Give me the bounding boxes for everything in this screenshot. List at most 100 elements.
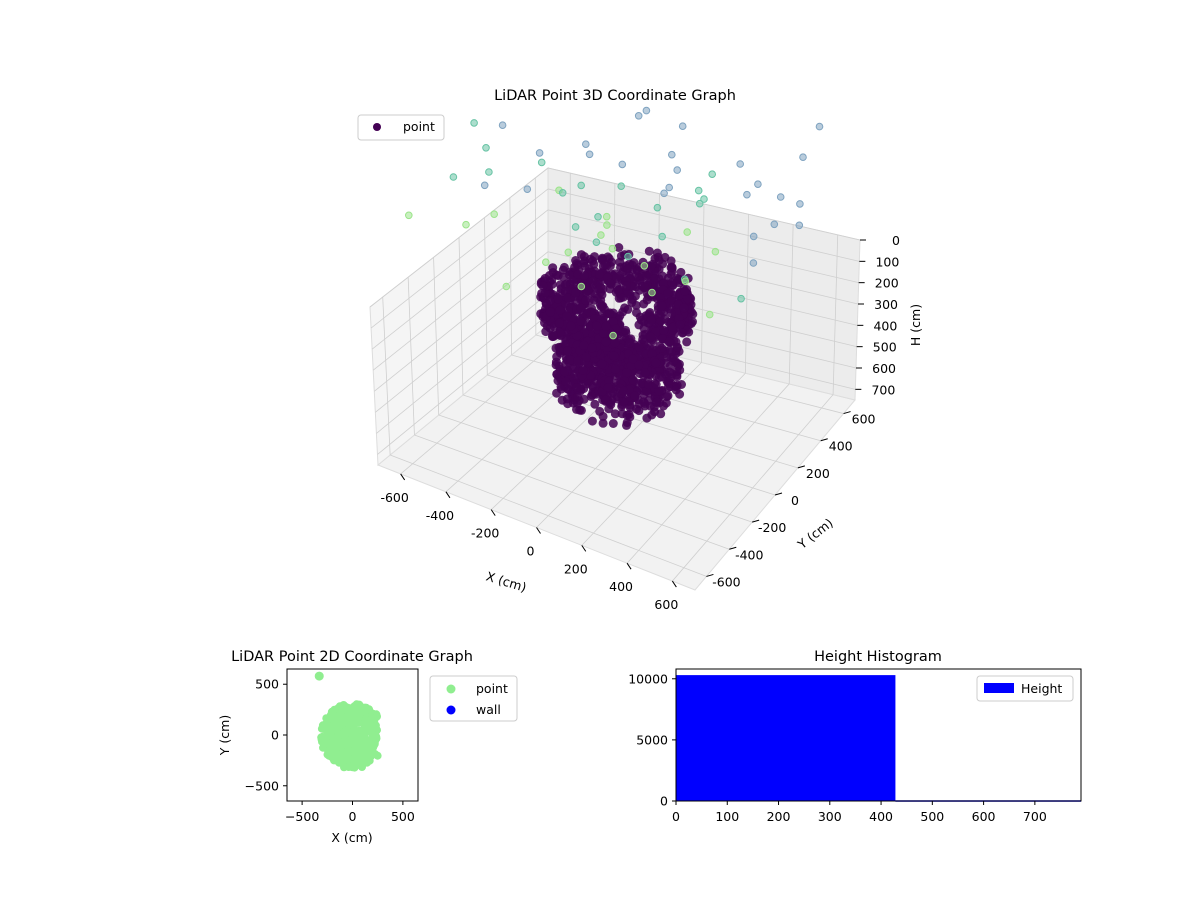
chart3d-point: [646, 332, 656, 342]
chart3d-y-tick-label: 0: [791, 493, 799, 508]
hist-legend-box: [976, 675, 1074, 702]
lidar-3d-chart: LiDAR Point 3D Coordinate Graph -600 -400…: [357, 88, 923, 612]
chart2d-point: [325, 746, 334, 754]
chart3d-point: [605, 308, 615, 318]
hist-x-tick-label: 400: [869, 809, 893, 824]
chart3d-point: [597, 359, 607, 369]
chart3d-point: [652, 397, 662, 407]
chart3d-point: [667, 296, 676, 306]
chart3d-point: [628, 375, 638, 385]
chart3d-outlier-point: [673, 166, 682, 174]
chart3d-outlier-point: [577, 181, 586, 190]
chart3d-point: [553, 294, 563, 304]
chart3d-y-tick-label: -600: [712, 574, 740, 589]
chart3d-point: [688, 317, 697, 327]
chart3d-grid-line: [407, 277, 415, 436]
chart3d-point: [588, 256, 598, 266]
chart2d-legend-point: point: [476, 681, 508, 696]
chart3d-grid-line: [487, 374, 798, 469]
chart3d-point: [619, 386, 629, 396]
chart3d-point: [570, 262, 580, 272]
chart3d-grid-line: [547, 167, 861, 241]
chart3d-grid-line: [376, 293, 549, 434]
chart2d-point: [362, 745, 371, 754]
chart3d-point: [571, 288, 580, 298]
chart3d-grid-line: [414, 434, 730, 550]
chart3d-point: [613, 286, 623, 296]
chart3d-point: [541, 327, 551, 337]
hist-x-tick-label: 200: [767, 809, 791, 824]
chart3d-point: [657, 271, 667, 281]
chart3d-point: [563, 346, 573, 356]
chart3d-outlier-point: [608, 244, 617, 253]
chart3d-outlier-point: [609, 331, 617, 340]
hist-x-tick-label: 600: [972, 809, 996, 824]
chart3d-point: [610, 338, 620, 348]
chart3d-outlier-point: [653, 203, 662, 212]
chart3d-grid-line: [832, 234, 839, 395]
chart3d-point: [620, 303, 630, 313]
chart3d-point: [576, 303, 586, 313]
chart3d-x-tick-label: 200: [564, 561, 588, 576]
chart3d-outlier-point: [754, 180, 762, 188]
chart3d-point: [642, 413, 652, 423]
chart3d-grid-line: [462, 394, 776, 496]
chart3d-outlier-point: [480, 181, 489, 190]
chart3d-outlier-point: [449, 173, 458, 181]
chart2d-point: [337, 741, 346, 750]
hist-y-tick-label: 10000: [628, 671, 668, 686]
chart3d-outlier-point: [577, 282, 586, 291]
chart3d-outlier-point: [594, 213, 602, 221]
chart3d-outlier-point: [648, 288, 656, 297]
chart3d-outlier-point: [660, 189, 668, 198]
chart2d-y-tick-label: 0: [271, 728, 279, 743]
chart3d-point: [541, 299, 551, 309]
chart3d-z-tick-label: 0: [892, 233, 900, 248]
hist-y-tick-label: 5000: [636, 732, 668, 747]
chart3d-outlier-point: [602, 212, 611, 221]
chart3d-point: [647, 349, 657, 359]
chart2d-point: [323, 732, 332, 741]
chart3d-outlier-point: [571, 223, 580, 231]
chart3d-point: [587, 343, 597, 353]
chart3d-point: [593, 293, 602, 303]
chart3d-point: [583, 286, 593, 296]
chart3d-point: [663, 391, 673, 401]
chart3d-point: [644, 246, 654, 256]
chart3d-point: [558, 272, 568, 282]
chart3d-outlier-point: [535, 149, 544, 157]
chart2d-y-tick-label: 500: [255, 677, 279, 692]
chart3d-point: [622, 368, 632, 378]
chart3d-grid-line: [484, 217, 488, 376]
chart3d-point: [678, 328, 688, 338]
hist-x-tick-label: 100: [715, 809, 739, 824]
chart2d-legend-point-marker: [446, 684, 456, 694]
chart3d-x-tick-label: 400: [609, 579, 633, 594]
chart3d-point: [545, 307, 555, 317]
chart3d-outlier-point: [592, 238, 601, 246]
chart3d-outlier-point: [582, 140, 590, 148]
chart3d-point: [654, 373, 664, 382]
chart3d-x-tick: [400, 473, 406, 481]
chart3d-point: [667, 262, 677, 272]
chart3d-x-tick-label: -600: [380, 490, 408, 505]
chart2d-point: [344, 727, 353, 736]
chart3d-z-ticks: 0 100 200 300 400 500 600 700: [855, 233, 900, 397]
chart3d-point: [680, 286, 690, 296]
chart3d-point: [651, 358, 661, 368]
chart3d-outlier-point: [485, 168, 493, 176]
chart3d-y-label: Y (cm): [794, 515, 836, 552]
chart3d-point: [642, 271, 651, 281]
chart3d-legend-box: [357, 114, 445, 141]
hist-x-tick-label: 700: [1023, 809, 1047, 824]
chart3d-point: [596, 283, 606, 293]
chart2d-point: [347, 735, 356, 743]
chart3d-y-tick-label: -200: [758, 520, 786, 535]
chart3d-point: [600, 260, 610, 270]
chart3d-point: [587, 416, 597, 426]
chart3d-point: [622, 420, 631, 430]
chart3d-point: [579, 394, 589, 404]
chart3d-outlier-point: [597, 231, 605, 239]
chart3d-point: [605, 278, 615, 288]
lidar-2d-chart: LiDAR Point 2D Coordinate Graph −500 0 500…: [217, 649, 518, 845]
